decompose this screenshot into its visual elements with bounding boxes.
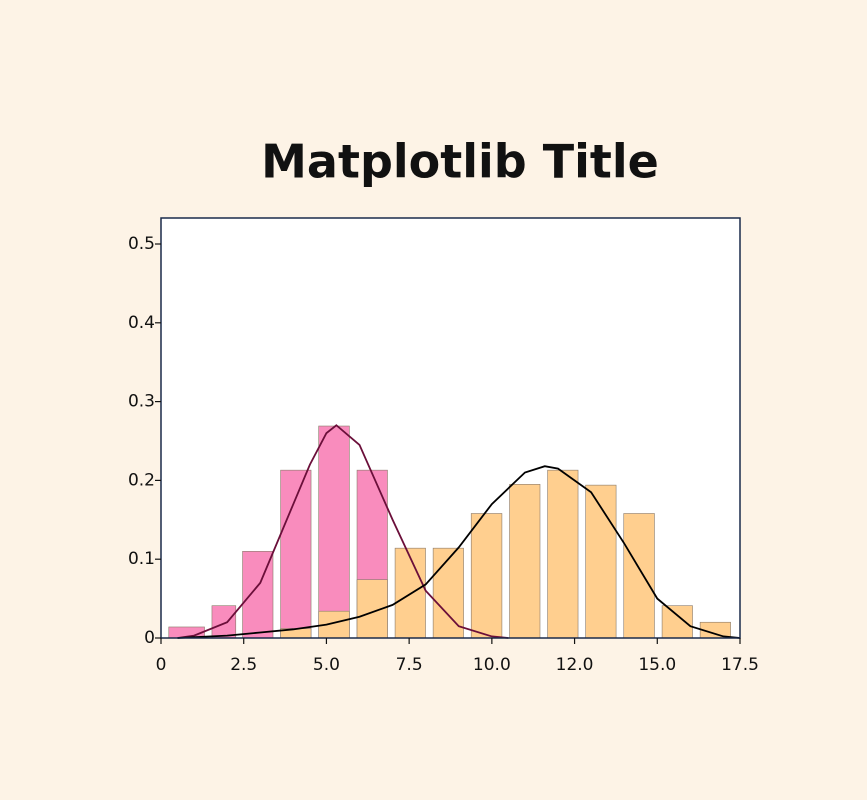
x-tick-label: 0: [156, 655, 167, 675]
x-tick-label: 15.0: [638, 655, 676, 675]
y-tick-label: 0.5: [128, 234, 155, 254]
y-tick-label: 0.2: [128, 470, 155, 490]
y-tick-label: 0: [144, 628, 155, 648]
hist-bar: [432, 547, 464, 639]
hist-bar: [318, 425, 350, 639]
hist-bar: [211, 605, 237, 639]
x-tick-label: 10.0: [473, 655, 511, 675]
hist-bar: [280, 469, 312, 639]
hist-bar: [509, 484, 541, 639]
x-tick-label: 17.5: [721, 655, 759, 675]
x-tick-label: 5.0: [313, 655, 340, 675]
axes-frame: [160, 217, 741, 639]
density-line: [177, 465, 741, 639]
hist-bar: [585, 484, 617, 639]
hist-bar: [623, 513, 655, 639]
y-tick-label: 0.4: [128, 313, 155, 333]
density-line: [177, 424, 509, 639]
hist-bar: [661, 605, 693, 639]
x-tick-label: 12.0: [556, 655, 594, 675]
chart-title: Matplotlib Title: [261, 135, 659, 189]
x-tick-label: 7.5: [396, 655, 423, 675]
hist-bar: [547, 469, 579, 639]
x-tick-label: 2.5: [230, 655, 257, 675]
y-tick-label: 0.3: [128, 392, 155, 412]
y-tick-label: 0.1: [128, 549, 155, 569]
hist-bar: [470, 513, 503, 639]
